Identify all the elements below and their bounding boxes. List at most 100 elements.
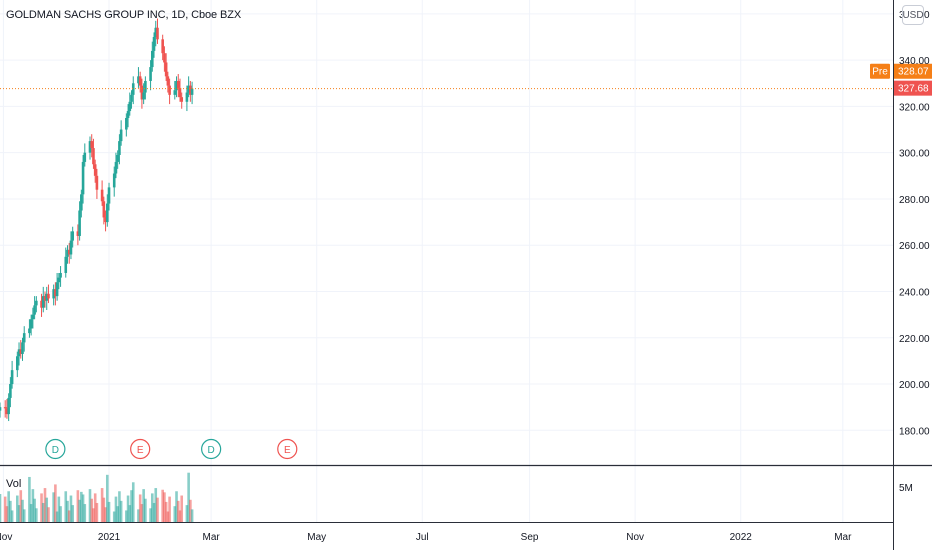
volume-bar [17,505,21,522]
pre-label-tag [870,63,890,79]
volume-bar [189,499,192,522]
volume-bar [190,509,194,522]
volume-bar [78,499,81,522]
volume-bar [35,508,38,522]
event-marker-d[interactable]: D [45,438,66,460]
candle-body [90,141,94,149]
candle-body [104,217,107,223]
price-candles [0,18,194,422]
candle-body [173,90,177,95]
volume-bar [16,495,19,522]
y-tick-label: 180.00 [899,426,930,437]
volume-bar [166,511,170,522]
candle-body [0,407,2,411]
candle-body [9,384,12,398]
volume-bar [5,506,9,522]
candle-body [149,67,152,81]
volume-bar [112,511,116,522]
pre-value-tag [894,63,932,79]
volume-bar [93,493,97,522]
candle-body [112,173,116,188]
volume-bar [0,494,2,522]
candle-body [142,92,145,100]
volume-bar [45,497,49,522]
candle-body [29,319,33,329]
volume-bar [29,504,33,522]
candle-body [152,37,156,51]
candle-body [7,397,10,415]
candle-body [78,210,81,236]
candle-body [161,39,164,54]
candle-body [102,201,106,218]
volume-bar [187,472,190,522]
volume-bar [138,494,142,522]
candle-body [64,256,68,273]
volume-bar [168,496,171,522]
candle-body [71,231,74,241]
event-marker-letter: D [208,445,215,456]
volume-bar [7,491,10,522]
x-tick-label: Nov [0,532,12,543]
candle-body [19,349,23,354]
candle-body [105,203,109,223]
candle-body [180,97,184,102]
candle-body [40,300,43,308]
volume-bar [57,496,61,522]
event-marker-letter: D [52,445,59,456]
event-marker-letter: E [137,445,144,456]
candle-body [176,80,180,88]
x-tick-label: 2022 [730,532,753,543]
volume-bar [107,501,111,522]
volume-bar [144,498,147,522]
candle-body [35,300,38,306]
candle-body [57,277,61,283]
candle-body [43,296,47,301]
candle-body [33,305,36,315]
volume-bar [9,500,12,522]
volume-bar [128,505,132,522]
x-tick-label: Sep [521,532,539,543]
candle-body [175,80,178,91]
candle-body [31,314,35,320]
candle-body [166,76,170,86]
volume-bar [59,506,62,522]
candle-body [187,85,190,93]
currency-button[interactable]: USD [902,5,924,25]
candle-body [126,111,130,118]
candle-body [47,293,50,299]
y-tick-label: 280.00 [899,195,930,206]
y-tick-label: 240.00 [899,287,930,298]
volume-bar [76,490,80,522]
candle-body [81,161,85,195]
candle-body [125,117,128,130]
candle-body [119,129,123,142]
event-marker-letter: E [284,445,291,456]
volume-bar [67,510,71,522]
volume-bar [130,490,133,522]
volume-bar [175,491,178,522]
event-marker-e[interactable]: E [277,438,298,460]
volume-bar [161,489,164,522]
volume-bar [33,498,36,522]
chart-title: GOLDMAN SACHS GROUP INC, 1D, Cboe BZX [6,9,242,21]
candle-body [163,53,166,63]
x-tick-label: Mar [834,532,852,543]
volume-bar [90,498,94,522]
candle-body [190,88,194,95]
event-marker-e[interactable]: E [130,438,151,460]
candle-body [80,194,83,211]
event-marker-circle [130,438,151,460]
volume-bar [119,500,123,522]
volume-bar [164,501,168,522]
event-marker-d[interactable]: D [201,438,222,460]
volume-bar [150,493,154,522]
volume-bar [47,507,50,522]
volume-bar [163,492,166,522]
candle-body [137,76,140,84]
volume-bar [131,482,135,522]
candle-body [100,189,104,202]
candle-body [3,407,7,409]
